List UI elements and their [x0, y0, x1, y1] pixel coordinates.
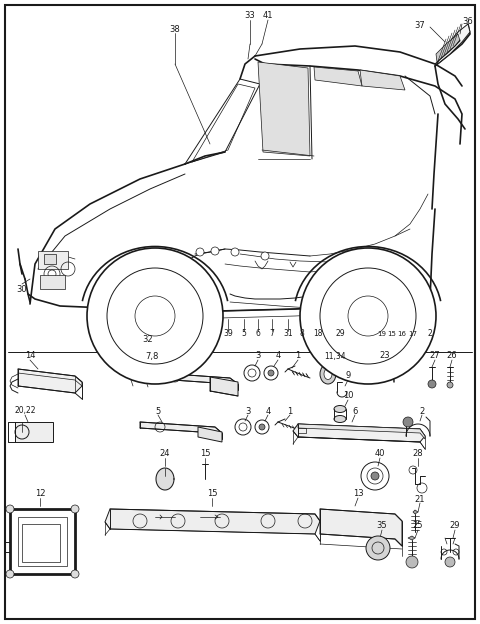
- Circle shape: [366, 536, 390, 560]
- Text: 26: 26: [447, 351, 457, 361]
- Bar: [10, 509, 75, 574]
- Text: 3: 3: [255, 351, 261, 361]
- Polygon shape: [140, 422, 222, 439]
- Ellipse shape: [334, 416, 346, 422]
- Circle shape: [196, 248, 204, 256]
- Text: 4: 4: [265, 406, 271, 416]
- Circle shape: [368, 362, 376, 370]
- Text: 15: 15: [207, 489, 217, 499]
- Circle shape: [268, 370, 274, 376]
- Circle shape: [6, 570, 14, 578]
- Text: 13: 13: [353, 489, 363, 499]
- Bar: [38, 251, 68, 269]
- Text: 40: 40: [375, 449, 385, 459]
- Text: 1: 1: [288, 406, 293, 416]
- Polygon shape: [436, 34, 460, 62]
- Circle shape: [259, 424, 265, 430]
- Text: 9: 9: [346, 371, 350, 381]
- Text: 33: 33: [245, 11, 255, 21]
- Text: 19: 19: [377, 331, 386, 337]
- Text: 1: 1: [295, 351, 300, 361]
- Text: 35: 35: [377, 522, 387, 530]
- Circle shape: [445, 557, 455, 567]
- Text: 37: 37: [415, 21, 425, 31]
- Text: 11,34: 11,34: [324, 351, 346, 361]
- Polygon shape: [156, 468, 174, 490]
- Polygon shape: [210, 377, 238, 396]
- Ellipse shape: [334, 406, 346, 412]
- Bar: [22, 524, 60, 562]
- Text: 18: 18: [313, 329, 323, 338]
- Polygon shape: [105, 509, 320, 534]
- Bar: [40, 275, 65, 289]
- Circle shape: [403, 417, 413, 427]
- Text: 10: 10: [343, 391, 353, 401]
- Text: 16: 16: [397, 331, 407, 337]
- Text: 5: 5: [156, 406, 161, 416]
- Circle shape: [71, 570, 79, 578]
- Text: 21: 21: [415, 494, 425, 504]
- Text: 12: 12: [35, 489, 45, 499]
- Text: 41: 41: [263, 11, 273, 21]
- Text: 27: 27: [430, 351, 440, 361]
- Circle shape: [428, 380, 436, 388]
- Circle shape: [71, 505, 79, 513]
- Polygon shape: [198, 427, 222, 442]
- Text: 31: 31: [283, 329, 293, 338]
- Circle shape: [300, 248, 436, 384]
- Text: 5: 5: [241, 329, 246, 338]
- Text: 8: 8: [300, 329, 304, 338]
- Text: 36: 36: [463, 16, 473, 26]
- Text: 32: 32: [143, 334, 153, 343]
- Circle shape: [371, 472, 379, 480]
- Polygon shape: [298, 424, 425, 439]
- Polygon shape: [360, 70, 405, 90]
- Text: 4: 4: [276, 351, 281, 361]
- Text: 20,22: 20,22: [14, 406, 36, 416]
- Bar: [18, 517, 67, 566]
- Circle shape: [211, 247, 219, 255]
- Circle shape: [6, 505, 14, 513]
- Bar: [44, 254, 56, 264]
- Text: 28: 28: [413, 449, 423, 459]
- Ellipse shape: [324, 369, 332, 379]
- Text: 6: 6: [352, 406, 358, 416]
- Text: 2: 2: [420, 406, 425, 416]
- Text: 38: 38: [169, 24, 180, 34]
- Circle shape: [406, 556, 418, 568]
- Circle shape: [87, 248, 223, 384]
- Polygon shape: [408, 536, 415, 540]
- Text: 7: 7: [270, 329, 275, 338]
- Bar: [15, 422, 53, 442]
- Circle shape: [447, 382, 453, 388]
- Polygon shape: [130, 371, 238, 390]
- Polygon shape: [258, 62, 310, 156]
- Text: 7,8: 7,8: [145, 351, 159, 361]
- Polygon shape: [314, 67, 362, 86]
- Text: 39: 39: [223, 329, 233, 338]
- Circle shape: [231, 248, 239, 256]
- Text: 3: 3: [245, 406, 251, 416]
- Text: 15: 15: [200, 449, 210, 459]
- Text: 29: 29: [335, 329, 345, 338]
- Polygon shape: [18, 369, 82, 393]
- Ellipse shape: [320, 364, 336, 384]
- Text: 15: 15: [387, 331, 396, 337]
- Text: 23: 23: [380, 351, 390, 361]
- Text: 24: 24: [160, 449, 170, 459]
- Polygon shape: [413, 510, 418, 514]
- Text: 30: 30: [17, 285, 27, 293]
- Circle shape: [261, 252, 269, 260]
- Text: 6: 6: [255, 329, 261, 338]
- Text: 2: 2: [428, 329, 432, 338]
- Text: 17: 17: [408, 331, 418, 337]
- Polygon shape: [293, 424, 425, 442]
- Polygon shape: [320, 509, 402, 546]
- Polygon shape: [435, 24, 470, 66]
- Text: 25: 25: [413, 522, 423, 530]
- Text: 29: 29: [450, 522, 460, 530]
- Text: 14: 14: [25, 351, 35, 361]
